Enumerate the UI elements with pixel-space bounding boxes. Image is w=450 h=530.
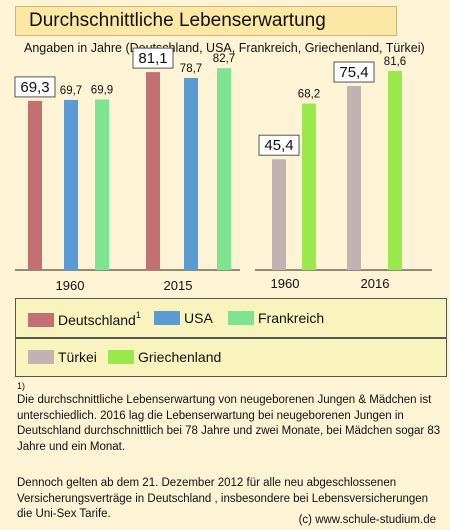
data-label-tuerkei-2016: 75,4 xyxy=(339,64,368,81)
label-box-deutschland-2015 xyxy=(132,47,174,69)
legend-label-usa: USA xyxy=(184,310,213,326)
legend-label-deutschland: Deutschland xyxy=(58,312,136,328)
footnote-mark: 1) xyxy=(17,381,26,391)
bar-frankreich-2015 xyxy=(217,68,231,270)
legend-item-griechenland: Griechenland xyxy=(108,349,221,365)
bar-usa-1960 xyxy=(64,99,78,270)
bar-tuerkei-2016 xyxy=(347,86,361,270)
legend-swatch-usa xyxy=(154,311,180,325)
legend-label-frankreich: Frankreich xyxy=(258,310,325,326)
category-label-1-1960: 1960 xyxy=(56,278,85,293)
chart-title: Durchschnittliche Lebenserwartung xyxy=(15,6,397,36)
legend-label-griechenland: Griechenland xyxy=(138,349,222,365)
bar-usa-2015 xyxy=(184,77,198,270)
bar-deutschland-2015 xyxy=(146,72,160,270)
bar-deutschland-1960 xyxy=(28,100,42,271)
data-label-frankreich-1960: 69,9 xyxy=(91,84,113,96)
category-label-2-2016: 2016 xyxy=(361,276,390,291)
chart-subtitle: Angaben in Jahre (Deutschland, USA, Fran… xyxy=(24,41,425,55)
copyright: (c) www.schule-studium.de xyxy=(298,514,436,526)
legend-swatch-tuerkei xyxy=(28,350,54,364)
legend-label-tuerkei: Türkei xyxy=(58,349,97,365)
label-box-tuerkei-2016 xyxy=(333,61,375,83)
footnote-text: Die durchschnittliche Lebenserwartung vo… xyxy=(17,394,441,453)
bar-griechenland-2016 xyxy=(388,70,402,271)
data-label-usa-2015: 78,7 xyxy=(180,63,202,75)
legend-item-usa: USA xyxy=(154,310,213,326)
bar-frankreich-1960 xyxy=(95,99,109,270)
legend-footnote-marker: 1 xyxy=(135,310,141,320)
bar-tuerkei-1960 xyxy=(272,159,286,270)
data-label-usa-1960: 69,7 xyxy=(60,85,82,97)
data-label-deutschland-1960: 69,3 xyxy=(20,79,49,96)
legend-swatch-frankreich xyxy=(228,311,254,325)
bar-griechenland-1960 xyxy=(302,103,316,270)
legend-row-2: Türkei Griechenland xyxy=(15,338,447,377)
data-label-tuerkei-1960: 45,4 xyxy=(264,137,293,154)
category-label-1-2015: 2015 xyxy=(164,278,193,293)
bar-charts: 69,3 69,7 69,9 1960 81,1 78,7 82,7 2015 45,4 68,2… xyxy=(14,47,432,293)
label-box-deutschland-1960 xyxy=(14,76,56,98)
legend-item-frankreich: Frankreich xyxy=(228,310,324,326)
legend-row-1: Deutschland1 USA Frankreich xyxy=(15,298,447,338)
data-label-frankreich-2015: 82,7 xyxy=(213,53,235,65)
legend-item-deutschland: Deutschland1 xyxy=(28,310,141,328)
legend-swatch-deutschland xyxy=(28,313,54,327)
label-box-tuerkei-1960 xyxy=(258,134,300,156)
data-label-griechenland-2016: 81,6 xyxy=(384,56,406,68)
note-text: Dennoch gelten ab dem 21. Dezember 2012 … xyxy=(17,477,429,520)
legend-swatch-griechenland xyxy=(108,350,134,364)
category-label-2-1960: 1960 xyxy=(271,276,300,291)
data-label-griechenland-1960: 68,2 xyxy=(298,89,320,101)
data-label-deutschland-2015: 81,1 xyxy=(138,50,167,67)
legend-item-tuerkei: Türkei xyxy=(28,349,97,365)
